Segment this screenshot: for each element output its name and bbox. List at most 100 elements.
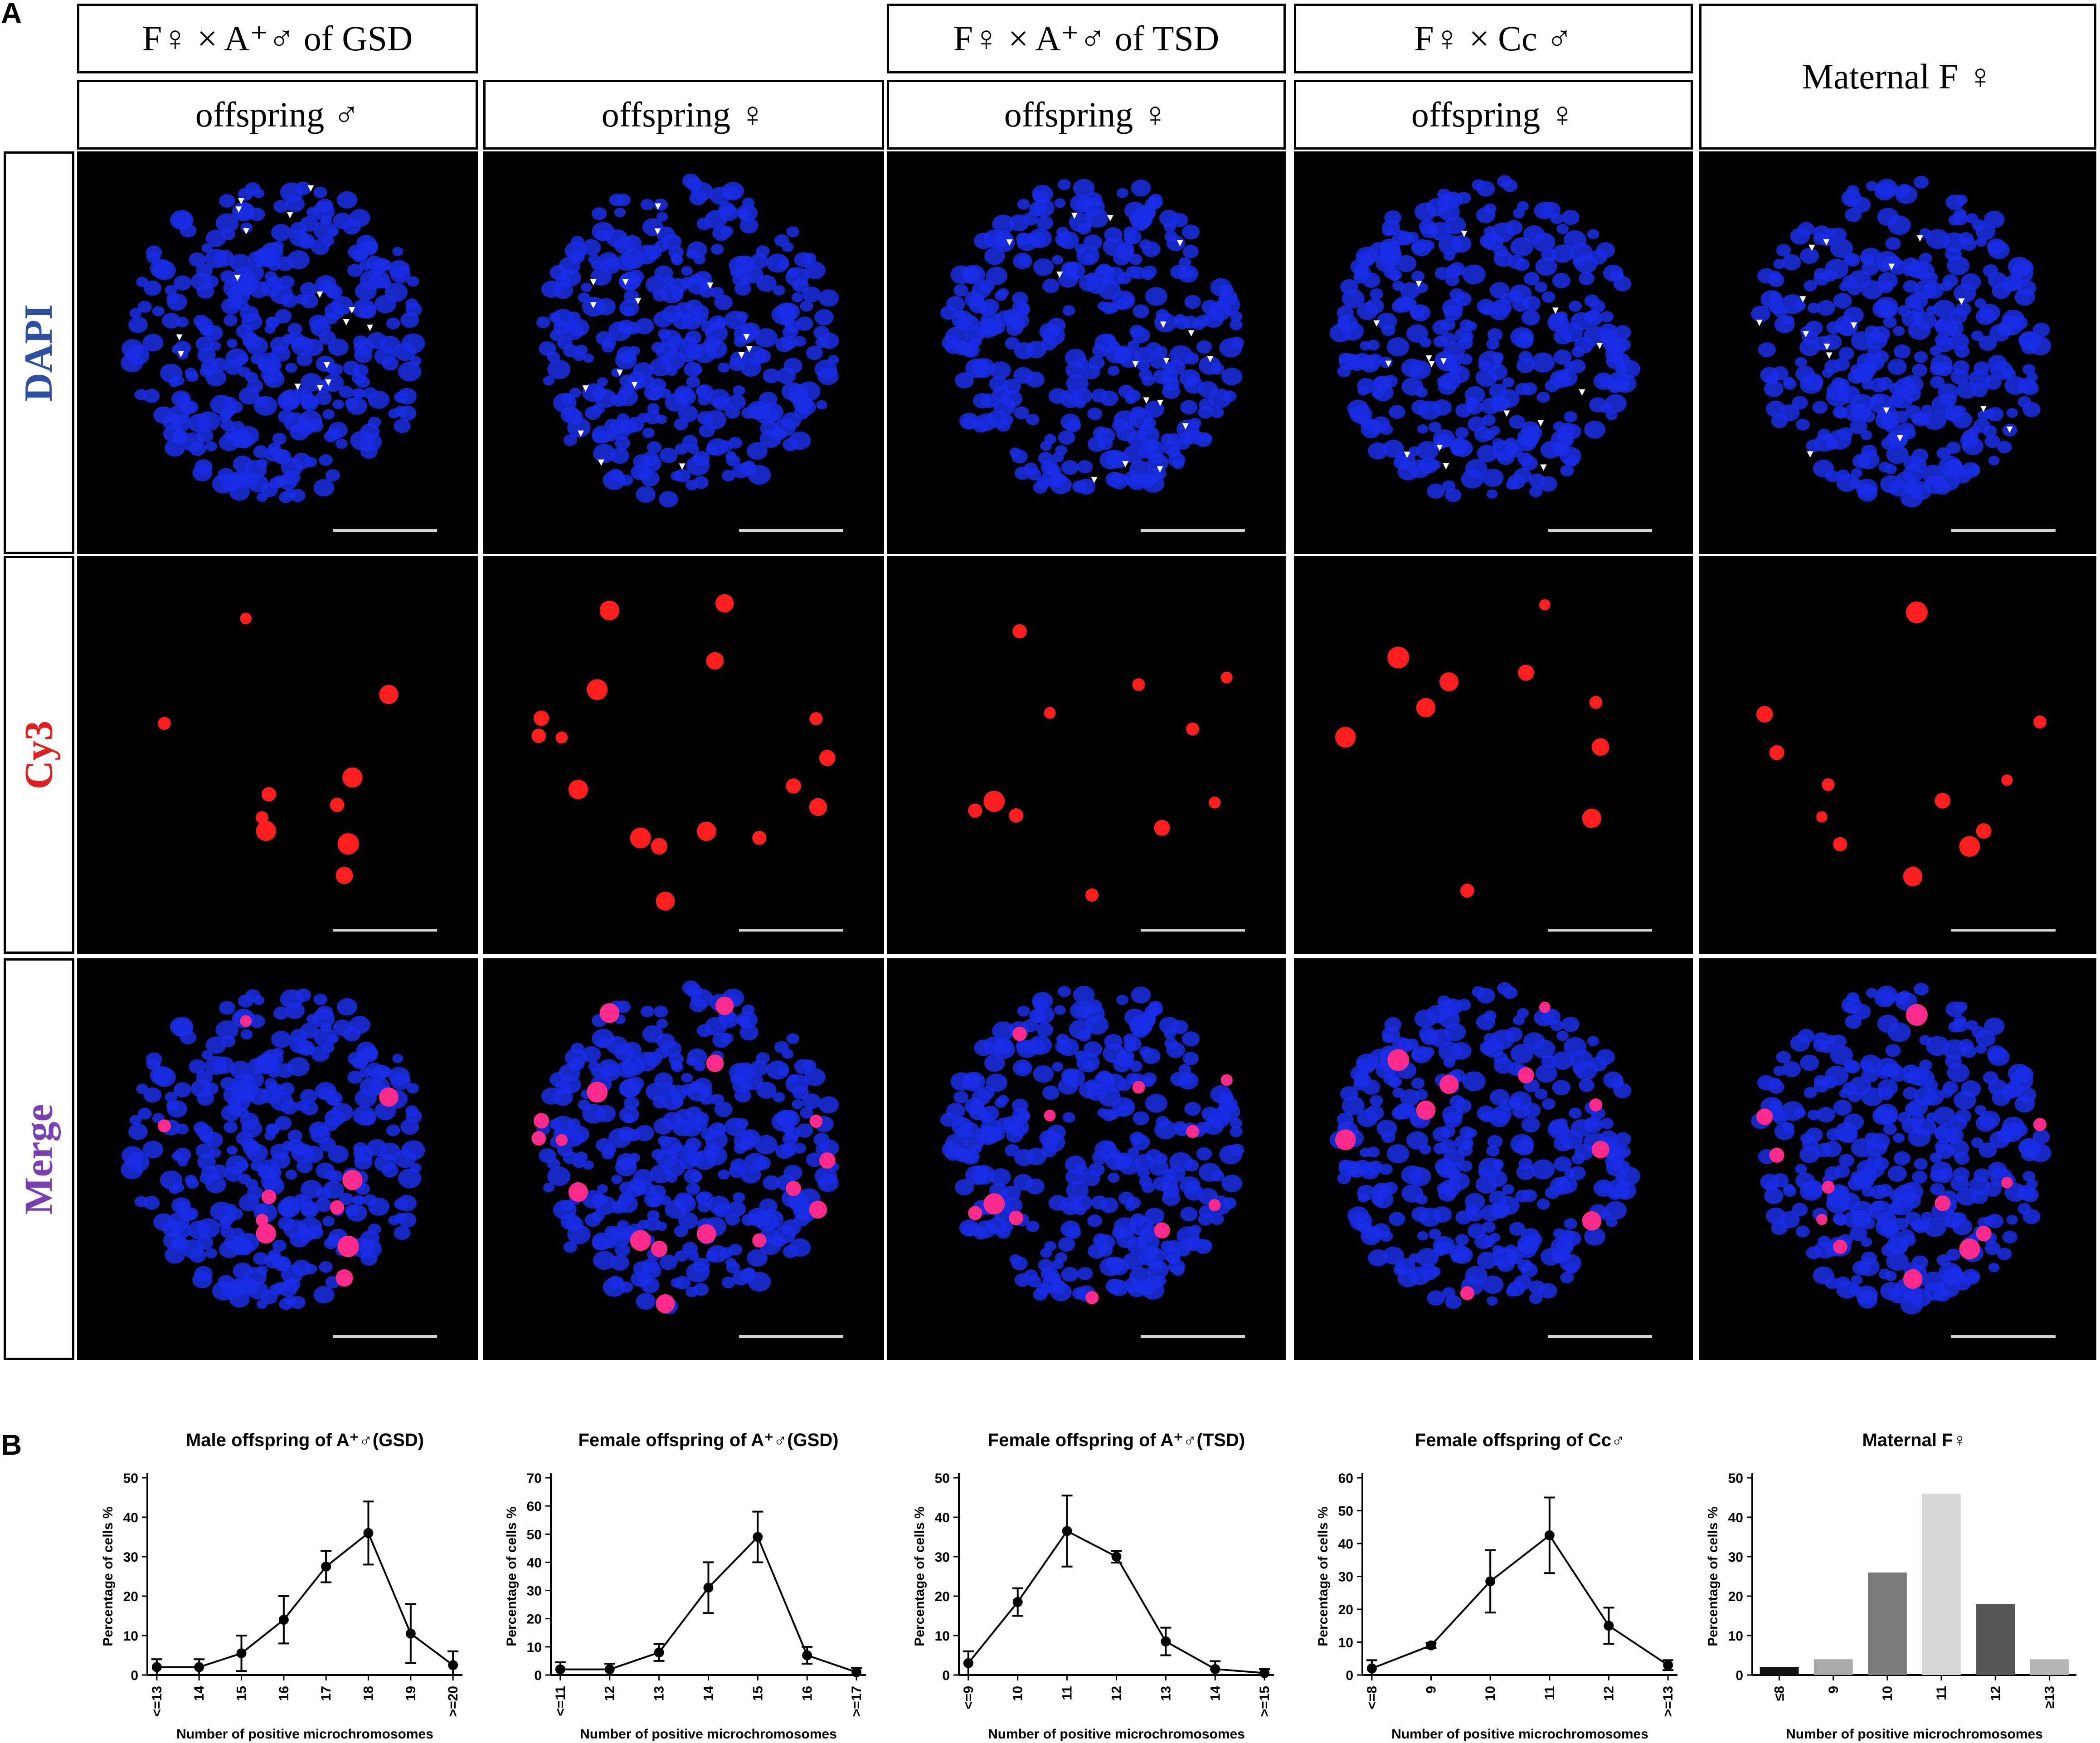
y-tick-label: 0 — [942, 1668, 950, 1683]
y-axis-label: Percentage of cells % — [912, 1506, 927, 1646]
y-tick-label: 40 — [1728, 1510, 1743, 1525]
series-line — [156, 1531, 454, 1668]
x-axis-label: Number of positive microchromosomes — [1391, 1727, 1648, 1742]
y-tick-label: 0 — [1735, 1668, 1743, 1683]
y-tick-label: 30 — [527, 1584, 542, 1599]
micrograph-merge-maternal — [1699, 958, 2096, 1360]
data-point — [1210, 1664, 1220, 1674]
row-label-merge: Merge — [4, 958, 74, 1360]
x-tick-label: 12 — [1988, 1686, 2003, 1701]
micrograph-dapi-maternal — [1699, 151, 2096, 554]
x-tick-label: >=20 — [446, 1686, 461, 1717]
row-label-dapi: DAPI — [4, 151, 74, 554]
micrograph-cy3-maternal — [1699, 556, 2096, 954]
x-tick-label: 17 — [319, 1686, 334, 1701]
data-point — [654, 1647, 664, 1658]
data-point — [194, 1662, 204, 1672]
y-tick-label: 50 — [1338, 1504, 1353, 1519]
y-tick-label: 60 — [1338, 1471, 1353, 1486]
x-tick-label: 14 — [192, 1686, 207, 1701]
data-point — [851, 1667, 862, 1677]
x-tick-label: 9 — [1826, 1686, 1841, 1694]
y-tick-label: 10 — [1728, 1629, 1743, 1644]
x-tick-label: 16 — [277, 1686, 292, 1701]
data-point — [1366, 1663, 1377, 1674]
column-header-offspring-male-gsd: offspring ♂ — [77, 80, 478, 150]
micrograph-dapi-female-gsd — [483, 151, 884, 554]
y-tick-label: 40 — [527, 1555, 542, 1570]
x-tick-label: >=17 — [849, 1686, 864, 1717]
y-tick-label: 30 — [123, 1550, 138, 1565]
micrograph-cy3-male-gsd — [77, 556, 478, 954]
y-tick-label: 50 — [527, 1527, 542, 1542]
data-point — [963, 1658, 973, 1668]
chart-title: Male offspring of A⁺♂(GSD) — [186, 1430, 424, 1450]
x-tick-label: 12 — [1109, 1686, 1124, 1701]
micrograph-dapi-female-cc — [1294, 151, 1693, 554]
data-point — [1161, 1636, 1171, 1647]
group-header-maternal: Maternal F ♀ — [1699, 4, 2096, 150]
data-point — [1062, 1526, 1072, 1536]
y-tick-label: 50 — [1728, 1471, 1743, 1486]
column-header-offspring-female-cc: offspring ♀ — [1294, 80, 1693, 150]
data-point — [363, 1528, 374, 1538]
y-tick-label: 70 — [527, 1471, 542, 1486]
y-tick-label: 40 — [935, 1510, 950, 1525]
data-point — [321, 1561, 331, 1572]
micrograph-cy3-female-cc — [1294, 556, 1693, 954]
y-tick-label: 50 — [123, 1471, 138, 1486]
x-tick-label: 14 — [1208, 1686, 1223, 1701]
column-header-offspring-female-tsd: offspring ♀ — [887, 80, 1286, 150]
micrograph-merge-female-tsd — [887, 958, 1286, 1360]
y-tick-label: 10 — [123, 1629, 138, 1644]
y-tick-label: 20 — [1338, 1602, 1353, 1617]
y-tick-label: 20 — [935, 1589, 950, 1604]
y-axis-label: Percentage of cells % — [101, 1506, 116, 1646]
group-header-cc: F♀ × Cc ♂ — [1294, 4, 1693, 73]
data-point — [1544, 1530, 1555, 1540]
chart-male-offspring-gsd: Male offspring of A⁺♂(GSD) 0 10 20 30 40 50 Per… — [91, 1428, 481, 1742]
bar — [1868, 1572, 1907, 1675]
y-axis-label: Percentage of cells % — [1706, 1506, 1721, 1646]
data-point — [1012, 1597, 1023, 1607]
data-point — [703, 1583, 714, 1593]
y-tick-label: 0 — [534, 1668, 542, 1683]
data-point — [1485, 1576, 1496, 1587]
bar — [1813, 1659, 1853, 1675]
chart-title: Female offspring of Cc♂ — [1415, 1430, 1625, 1450]
data-point — [1426, 1640, 1436, 1651]
x-tick-label: 13 — [1158, 1686, 1173, 1701]
y-tick-label: 60 — [527, 1499, 542, 1514]
bar — [1760, 1667, 1799, 1675]
column-header-offspring-female-gsd: offspring ♀ — [483, 80, 884, 150]
y-tick-label: 10 — [1338, 1636, 1353, 1651]
x-tick-label: >=13 — [1661, 1686, 1676, 1717]
x-tick-label: <=11 — [553, 1686, 568, 1716]
y-tick-label: 10 — [935, 1629, 950, 1644]
x-axis-label: Number of positive microchromosomes — [176, 1727, 433, 1742]
chart-female-offspring-tsd: Female offspring of A⁺♂(TSD) 0 10 20 30 40 50 P… — [902, 1428, 1292, 1742]
y-tick-label: 20 — [123, 1589, 138, 1604]
x-axis-label: Number of positive microchromosomes — [580, 1727, 837, 1742]
y-tick-label: 40 — [123, 1510, 138, 1525]
y-tick-label: 10 — [527, 1640, 542, 1655]
data-point — [448, 1660, 458, 1670]
y-tick-label: 30 — [1728, 1550, 1743, 1565]
panel-a-label: A — [1, 0, 22, 29]
x-tick-label: 11 — [1934, 1686, 1949, 1700]
data-point — [1111, 1552, 1122, 1562]
chart-title: Female offspring of A⁺♂(TSD) — [988, 1430, 1245, 1450]
y-axis-label: Percentage of cells % — [504, 1506, 519, 1646]
x-tick-label: 10 — [1011, 1686, 1026, 1701]
data-point — [555, 1664, 565, 1675]
x-tick-label: ≥13 — [2042, 1686, 2057, 1709]
data-point — [753, 1532, 763, 1542]
x-axis-label: Number of positive microchromosomes — [988, 1727, 1245, 1742]
y-axis-label: Percentage of cells % — [1316, 1506, 1331, 1646]
bar — [1922, 1493, 1961, 1675]
x-tick-label: 11 — [1060, 1686, 1075, 1700]
data-point — [151, 1662, 162, 1672]
x-tick-label: 15 — [750, 1686, 765, 1701]
y-tick-label: 30 — [935, 1550, 950, 1565]
micrograph-dapi-male-gsd — [77, 151, 478, 554]
